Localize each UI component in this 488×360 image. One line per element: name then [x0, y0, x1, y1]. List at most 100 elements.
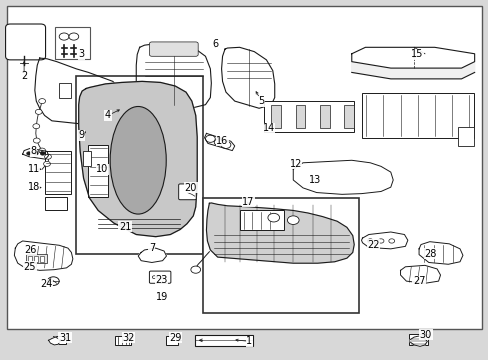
Text: 13: 13 [308, 175, 321, 185]
Text: 3: 3 [78, 49, 84, 59]
Text: 17: 17 [242, 197, 254, 207]
Circle shape [47, 277, 59, 285]
Text: 32: 32 [122, 333, 134, 343]
Bar [457, 127, 473, 146]
Circle shape [221, 141, 230, 148]
Bar [76, 76, 203, 253]
Polygon shape [14, 241, 73, 270]
FancyBboxPatch shape [178, 184, 196, 200]
Bar [44, 197, 66, 211]
Polygon shape [400, 265, 440, 283]
Bar [295, 105, 305, 128]
Text: 10: 10 [96, 164, 108, 174]
Text: 31: 31 [59, 333, 71, 343]
Polygon shape [35, 58, 122, 126]
Text: 18: 18 [28, 182, 40, 192]
Circle shape [152, 276, 156, 279]
Bar [34, 256, 38, 262]
FancyBboxPatch shape [149, 42, 198, 56]
Text: 2: 2 [21, 71, 27, 81]
Text: 16: 16 [216, 136, 228, 145]
Polygon shape [22, 148, 48, 159]
Circle shape [43, 161, 50, 166]
Circle shape [190, 266, 200, 273]
Bar [203, 198, 358, 313]
Text: 30: 30 [419, 330, 431, 340]
Circle shape [388, 239, 394, 243]
Circle shape [162, 276, 165, 279]
Text: 1: 1 [246, 336, 252, 346]
Polygon shape [409, 336, 427, 346]
Circle shape [267, 213, 279, 222]
Circle shape [287, 216, 299, 225]
Bar [59, 83, 71, 98]
Circle shape [26, 152, 31, 155]
Circle shape [39, 99, 45, 104]
Text: 14: 14 [262, 123, 274, 133]
Bar [40, 256, 43, 262]
Text: 12: 12 [289, 159, 301, 169]
Text: 11: 11 [28, 164, 40, 174]
Text: 26: 26 [24, 245, 36, 255]
Circle shape [39, 148, 45, 153]
Bar [26, 254, 46, 263]
Circle shape [69, 33, 79, 40]
Ellipse shape [110, 107, 166, 214]
Bar [239, 211, 283, 230]
Bar [344, 105, 353, 128]
Polygon shape [351, 47, 474, 68]
Text: 8: 8 [31, 146, 37, 156]
Bar [271, 105, 281, 128]
Bar [28, 256, 32, 262]
Bar [320, 105, 329, 128]
Text: 24: 24 [40, 279, 52, 289]
Polygon shape [204, 134, 234, 150]
Bar [44, 151, 71, 194]
Bar [264, 101, 353, 132]
Polygon shape [136, 43, 211, 108]
Circle shape [377, 239, 383, 243]
Circle shape [44, 154, 51, 159]
Text: 27: 27 [412, 276, 425, 286]
Polygon shape [418, 242, 462, 264]
Bar [194, 335, 253, 346]
Text: 9: 9 [78, 130, 84, 140]
Text: 4: 4 [105, 111, 111, 121]
Circle shape [205, 135, 215, 142]
Text: 6: 6 [212, 40, 218, 49]
Bar [53, 336, 65, 344]
Polygon shape [221, 47, 274, 108]
Circle shape [59, 33, 69, 40]
Text: 20: 20 [184, 183, 197, 193]
Circle shape [40, 152, 45, 155]
Polygon shape [138, 248, 166, 262]
Bar [55, 27, 90, 59]
Text: 25: 25 [23, 262, 36, 272]
Polygon shape [351, 62, 474, 79]
Circle shape [366, 239, 372, 243]
Text: 29: 29 [169, 333, 181, 343]
Text: 28: 28 [424, 248, 436, 258]
Bar [82, 151, 91, 166]
Text: 15: 15 [410, 49, 423, 59]
Bar [361, 93, 473, 138]
Bar [88, 145, 108, 197]
Circle shape [214, 139, 224, 146]
Polygon shape [293, 160, 392, 194]
Text: 23: 23 [155, 275, 167, 285]
Polygon shape [48, 337, 60, 345]
Bar [408, 334, 427, 345]
Circle shape [35, 109, 42, 114]
Text: 21: 21 [119, 222, 131, 231]
Polygon shape [79, 81, 197, 237]
Polygon shape [361, 232, 407, 249]
FancyBboxPatch shape [149, 271, 170, 283]
Circle shape [33, 124, 40, 129]
Circle shape [33, 152, 38, 155]
Bar [165, 336, 177, 345]
Circle shape [157, 276, 161, 279]
FancyBboxPatch shape [5, 24, 45, 60]
Polygon shape [206, 203, 353, 263]
Text: 5: 5 [258, 96, 264, 106]
Text: 19: 19 [155, 292, 167, 302]
